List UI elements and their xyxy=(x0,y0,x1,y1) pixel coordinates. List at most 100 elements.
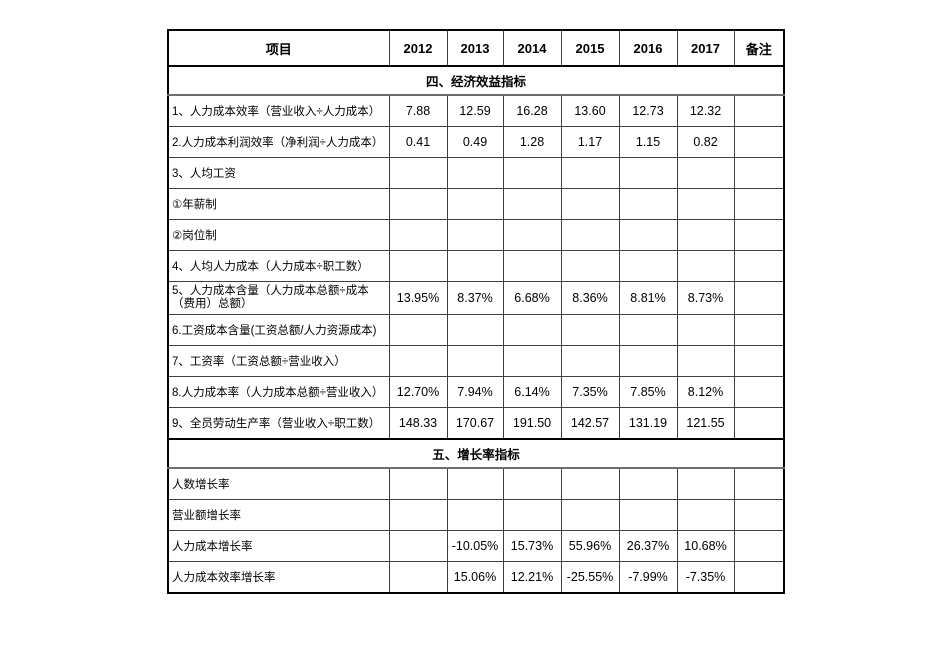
note-cell xyxy=(733,219,785,251)
column-header-remarks: 备注 xyxy=(733,29,785,67)
cell-value: 0.82 xyxy=(676,126,735,158)
cell-value xyxy=(676,157,735,189)
cell-value xyxy=(618,188,678,220)
row-label: 人力成本增长率 xyxy=(167,530,390,562)
cell-value: 13.95% xyxy=(388,281,448,315)
cell-value xyxy=(560,250,620,282)
cell-value: 121.55 xyxy=(676,407,735,440)
table-row: 7、工资率（工资总额÷营业收入） xyxy=(167,345,785,377)
cell-value xyxy=(676,219,735,251)
cell-value xyxy=(502,467,562,500)
table-row: 5、人力成本含量（人力成本总额÷成本（费用）总额） 13.95% 8.37% 6.68… xyxy=(167,281,785,315)
cell-value: 6.14% xyxy=(502,376,562,408)
cell-value: 26.37% xyxy=(618,530,678,562)
cell-value xyxy=(560,314,620,346)
table-row: 营业额增长率 xyxy=(167,499,785,531)
note-cell xyxy=(733,530,785,562)
cell-value: 0.41 xyxy=(388,126,448,158)
cell-value xyxy=(502,188,562,220)
cell-value xyxy=(560,219,620,251)
cell-value xyxy=(676,345,735,377)
cell-value: 0.49 xyxy=(446,126,504,158)
column-header-2012: 2012 xyxy=(388,29,448,67)
table-row: 1、人力成本效率（营业收入÷人力成本） 7.88 12.59 16.28 13.60 12… xyxy=(167,94,785,127)
row-label: 1、人力成本效率（营业收入÷人力成本） xyxy=(167,94,390,127)
cell-value: 12.32 xyxy=(676,94,735,127)
table-body: 四、经济效益指标 1、人力成本效率（营业收入÷人力成本） 7.88 12.59 16.2… xyxy=(167,65,785,594)
column-header-2017: 2017 xyxy=(676,29,735,67)
cell-value: -25.55% xyxy=(560,561,620,594)
note-cell xyxy=(733,467,785,500)
cell-value xyxy=(618,345,678,377)
table-row: 9、全员劳动生产率（营业收入÷职工数） 148.33 170.67 191.50 142… xyxy=(167,407,785,440)
cell-value: 6.68% xyxy=(502,281,562,315)
cell-value xyxy=(388,219,448,251)
cell-value xyxy=(560,499,620,531)
cell-value: 12.73 xyxy=(618,94,678,127)
cell-value: 148.33 xyxy=(388,407,448,440)
cell-value xyxy=(560,467,620,500)
cell-value xyxy=(388,314,448,346)
column-header-2013: 2013 xyxy=(446,29,504,67)
table-row: 2.人力成本利润效率（净利润÷人力成本） 0.41 0.49 1.28 1.17 1.15… xyxy=(167,126,785,158)
cell-value xyxy=(676,499,735,531)
row-label: ①年薪制 xyxy=(167,188,390,220)
table-row: 6.工资成本含量(工资总额/人力资源成本) xyxy=(167,314,785,346)
cell-value: 1.15 xyxy=(618,126,678,158)
cell-value: 10.68% xyxy=(676,530,735,562)
cell-value xyxy=(560,188,620,220)
table-row: 人力成本效率增长率 15.06% 12.21% -25.55% -7.99% -7.35% xyxy=(167,561,785,594)
cell-value: 8.37% xyxy=(446,281,504,315)
cell-value xyxy=(676,467,735,500)
cell-value xyxy=(446,188,504,220)
table-row: 3、人均工资 xyxy=(167,157,785,189)
section-row: 四、经济效益指标 xyxy=(167,65,785,96)
table-row: 8.人力成本率（人力成本总额÷营业收入） 12.70% 7.94% 6.14% 7.35… xyxy=(167,376,785,408)
cell-value xyxy=(560,157,620,189)
note-cell xyxy=(733,407,785,440)
cell-value: 12.59 xyxy=(446,94,504,127)
note-cell xyxy=(733,281,785,315)
table-row: 人数增长率 xyxy=(167,467,785,500)
cell-value xyxy=(446,250,504,282)
cell-value xyxy=(446,467,504,500)
cell-value xyxy=(502,157,562,189)
cell-value xyxy=(502,499,562,531)
cell-value xyxy=(618,499,678,531)
row-label: 7、工资率（工资总额÷营业收入） xyxy=(167,345,390,377)
cell-value: 1.28 xyxy=(502,126,562,158)
cell-value xyxy=(446,345,504,377)
cell-value: 7.88 xyxy=(388,94,448,127)
cell-value: 7.35% xyxy=(560,376,620,408)
cell-value: 191.50 xyxy=(502,407,562,440)
cell-value xyxy=(446,499,504,531)
cell-value xyxy=(446,157,504,189)
note-cell xyxy=(733,188,785,220)
note-cell xyxy=(733,94,785,127)
row-label: 6.工资成本含量(工资总额/人力资源成本) xyxy=(167,314,390,346)
cell-value xyxy=(446,219,504,251)
note-cell xyxy=(733,157,785,189)
cell-value xyxy=(388,188,448,220)
cell-value xyxy=(502,250,562,282)
row-label: 2.人力成本利润效率（净利润÷人力成本） xyxy=(167,126,390,158)
cell-value xyxy=(388,467,448,500)
cell-value: 15.73% xyxy=(502,530,562,562)
cell-value: 131.19 xyxy=(618,407,678,440)
row-label: 3、人均工资 xyxy=(167,157,390,189)
cell-value xyxy=(676,188,735,220)
table-row: ②岗位制 xyxy=(167,219,785,251)
row-label: 4、人均人力成本（人力成本÷职工数） xyxy=(167,250,390,282)
cell-value xyxy=(618,219,678,251)
row-label: 人数增长率 xyxy=(167,467,390,500)
cell-value: 170.67 xyxy=(446,407,504,440)
note-cell xyxy=(733,126,785,158)
note-cell xyxy=(733,499,785,531)
cell-value: 1.17 xyxy=(560,126,620,158)
section-title: 四、经济效益指标 xyxy=(167,65,785,96)
section-title: 五、增长率指标 xyxy=(167,438,785,469)
note-cell xyxy=(733,345,785,377)
cell-value xyxy=(618,250,678,282)
cell-value xyxy=(388,561,448,594)
